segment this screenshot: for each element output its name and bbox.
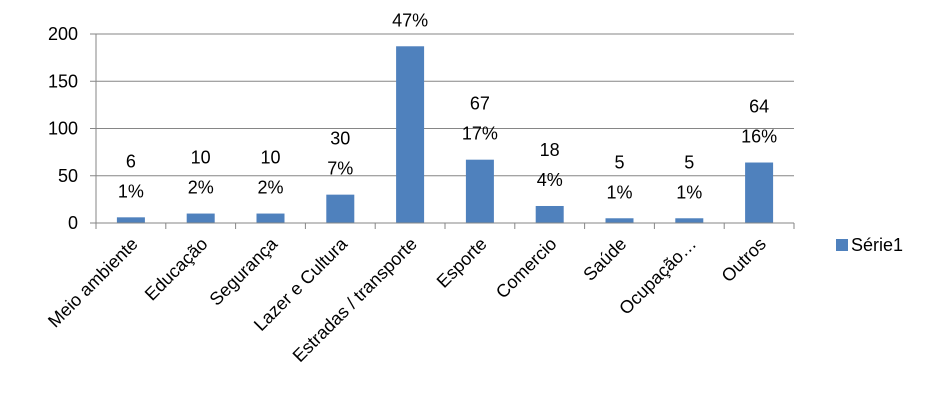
data-label-value: 64: [749, 97, 769, 117]
data-label-percent: 47%: [392, 10, 428, 30]
data-labels: 61%102%102%307%18747%6717%184%51%51%6416…: [118, 0, 777, 202]
y-tick-label: 0: [68, 213, 78, 233]
data-label-percent: 4%: [537, 170, 563, 190]
bar: [675, 218, 704, 223]
bar: [745, 162, 774, 223]
data-label-value: 6: [126, 151, 136, 171]
bar: [465, 159, 494, 223]
x-category-label: Estradas / transporte: [289, 234, 421, 366]
data-label-value: 10: [260, 148, 280, 168]
y-tick-label: 150: [48, 71, 78, 91]
legend-swatch: [836, 239, 848, 251]
legend-label: Série1: [851, 235, 903, 255]
data-label-percent: 2%: [188, 178, 214, 198]
data-label-value: 30: [330, 129, 350, 149]
data-label-percent: 1%: [606, 182, 632, 202]
bar: [396, 46, 425, 223]
bar: [116, 217, 145, 223]
y-tick-label: 50: [58, 166, 78, 186]
bar: [535, 205, 564, 223]
data-label-percent: 17%: [462, 124, 498, 144]
bar: [256, 213, 285, 223]
data-label-value: 67: [470, 94, 490, 114]
x-category-label: Segurança: [206, 233, 282, 309]
data-label-percent: 16%: [741, 127, 777, 147]
data-label-value: 10: [191, 148, 211, 168]
data-label-value: 5: [684, 152, 694, 172]
x-category-label: Educação: [141, 234, 212, 305]
x-category-label: Meio ambiente: [44, 234, 142, 332]
y-tick-label: 100: [48, 119, 78, 139]
data-label-percent: 1%: [676, 182, 702, 202]
data-label-value: 5: [614, 152, 624, 172]
bar: [186, 213, 215, 223]
x-category-label: Esporte: [433, 234, 491, 292]
y-tick-label: 200: [48, 24, 78, 44]
axes: [90, 33, 795, 229]
y-axis-tick-labels: 0 50 100 150 200: [48, 24, 78, 233]
bar-series: [116, 46, 774, 223]
data-label-percent: 7%: [327, 159, 353, 179]
bar: [605, 218, 634, 223]
x-category-label: Outros: [718, 234, 770, 286]
data-label-percent: 2%: [257, 178, 283, 198]
bar: [326, 194, 355, 223]
data-label-percent: 1%: [118, 181, 144, 201]
legend: Série1: [836, 235, 903, 255]
x-category-label: Saúde: [579, 234, 630, 285]
data-label-value: 18: [540, 140, 560, 160]
x-category-label: Comercio: [492, 234, 561, 303]
gridlines: [96, 33, 794, 177]
